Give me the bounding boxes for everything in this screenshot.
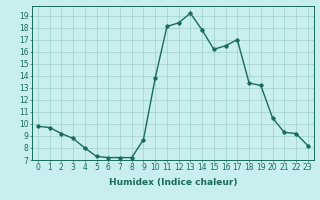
X-axis label: Humidex (Indice chaleur): Humidex (Indice chaleur) [108, 178, 237, 187]
